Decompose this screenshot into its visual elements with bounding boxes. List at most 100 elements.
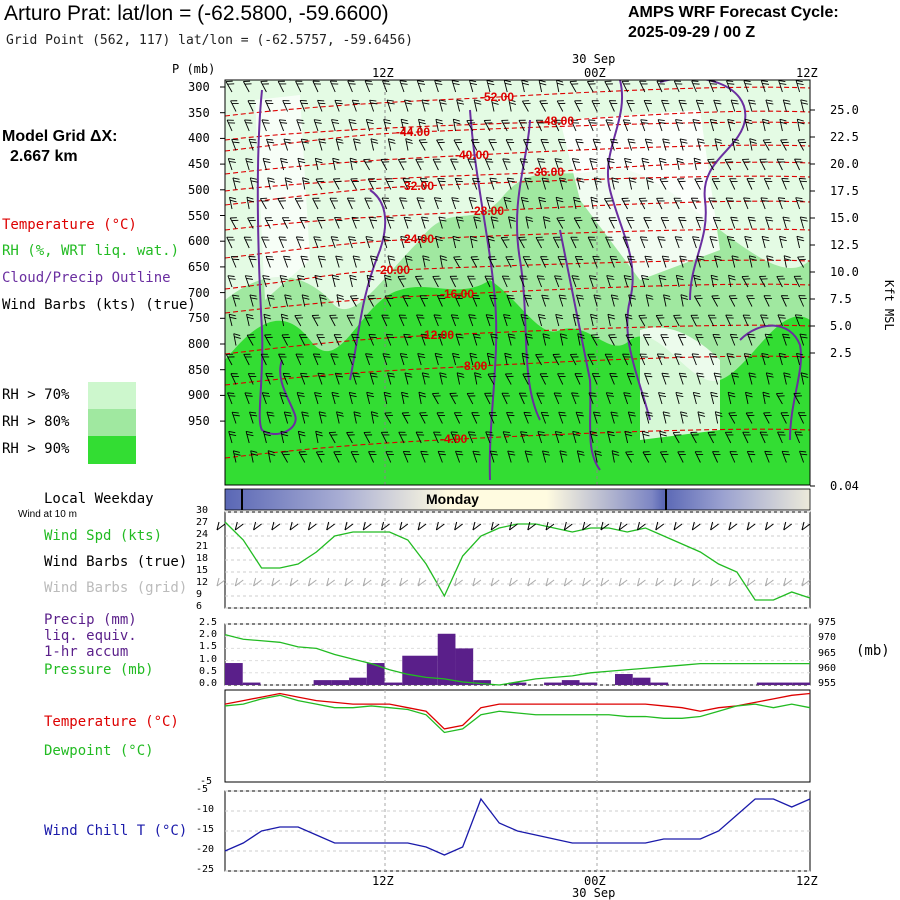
wind-barb-feather [520,431,528,433]
wind-barb-feather [777,314,785,316]
wind-barb-feather [262,275,270,278]
wind-barb-feather [278,353,286,355]
wind-barb-staff [312,80,319,93]
wind-barb-feather [674,317,682,319]
wind-barb-staff [777,197,783,210]
wind-barb [713,372,722,385]
wind-barb-feather [745,391,753,395]
wind-barb [645,294,654,307]
wind-barb-feather [227,119,234,121]
wind-barb-feather [505,355,512,359]
wind-barb-staff [233,333,237,346]
wind-barb-feather [713,453,721,455]
wind-barb [794,158,803,171]
wind-barb-feather [246,160,254,163]
legend-rh80-label: RH > 80% [2,414,70,430]
wind-barb [244,392,253,405]
wind-barb-feather [248,336,256,339]
wind-barb [385,178,394,190]
wind-barb [542,333,551,346]
wind-barb [780,295,790,307]
wind-barb-feather [419,412,427,414]
wind-barb-feather [397,275,405,278]
wind-barb [641,157,650,171]
wind-barb-feather [679,336,687,338]
wind-barb-feather [766,336,773,339]
wind-barb-feather [438,180,446,183]
wind-barb-staff [573,217,581,229]
wind-barb [535,353,544,366]
wind-barb-staff [725,197,732,210]
wind-barb-feather [749,219,756,222]
wind-barb [383,391,392,405]
wind-barb [419,412,428,424]
wind-barb-staff [313,236,319,249]
wind-barb [403,216,412,229]
wind-barb-feather [642,451,650,453]
wind-barb-staff [536,392,543,405]
wind-barb [672,431,682,444]
wind-barb-feather [353,411,361,414]
wind-barb-feather [318,375,326,378]
wind-barb-feather [486,314,493,316]
wind-barb-feather [693,356,700,358]
wind-barb-feather [556,82,564,86]
wind-barb-feather [346,431,354,433]
wind-barb-feather [506,139,513,141]
wind-barb-feather [468,122,476,124]
wind-barb-staff [783,372,787,385]
wind-barb [746,178,755,190]
wind-barb [593,294,602,307]
wind-barb-staff [782,216,787,229]
surface-wind-barb [600,521,610,531]
wind-barb-feather [693,157,701,161]
wind-barb-staff [697,138,701,151]
wind-barb-feather [538,433,546,436]
wind-barb-feather [572,122,580,124]
wind-barb-feather [472,141,480,143]
wind-barb-feather [521,161,528,163]
wind-barb-feather [231,138,239,141]
surface-wind-barb-feather [289,521,293,531]
wind-barb-feather [401,391,409,395]
wind-barb-staff [300,256,306,268]
surface-wind-barb-feather [618,521,622,531]
wind-barb-staff [558,294,564,307]
wind-barb-feather [623,356,631,358]
wind-barb [658,392,667,405]
wind-barb-feather [745,355,752,358]
wind-barb-feather [729,451,737,453]
wind-barb-feather [249,102,256,104]
wind-barb-staff [346,432,353,444]
surface-wind-barb [618,521,628,531]
wind-barb-feather [439,336,447,339]
wind-barb-feather [680,138,687,141]
wind-barb [225,353,235,366]
wind-barb-staff [557,256,564,268]
wind-barb [628,294,637,307]
isotherm-label: -36.00 [530,165,565,179]
wind-barb-staff [348,236,353,249]
wind-barb [610,138,619,151]
isotherm-label: -52.00 [480,90,515,104]
wind-barb-staff [574,373,581,385]
wind-barb [708,80,717,93]
wind-barb-staff [385,178,392,190]
wind-barb-feather [658,274,666,278]
pressure-tick-550: 550 [188,208,210,223]
wind-barb-staff [663,294,667,307]
wind-barb-feather [334,217,342,219]
wind-barb-feather [524,258,532,260]
wind-barb-staff [353,411,357,424]
wind-barb-feather [577,297,585,300]
wind-barb-feather [797,256,805,258]
grid-wind-barb-staff [692,579,701,587]
wind-barb-feather [491,336,499,339]
wind-barb-feather [764,450,772,453]
wind-barb-staff [399,197,405,210]
wind-barb-feather [676,121,684,124]
wind-barb-staff [679,255,684,268]
wind-barb [282,100,291,112]
wind-barb-staff [472,451,478,463]
wind-barb [679,138,688,151]
